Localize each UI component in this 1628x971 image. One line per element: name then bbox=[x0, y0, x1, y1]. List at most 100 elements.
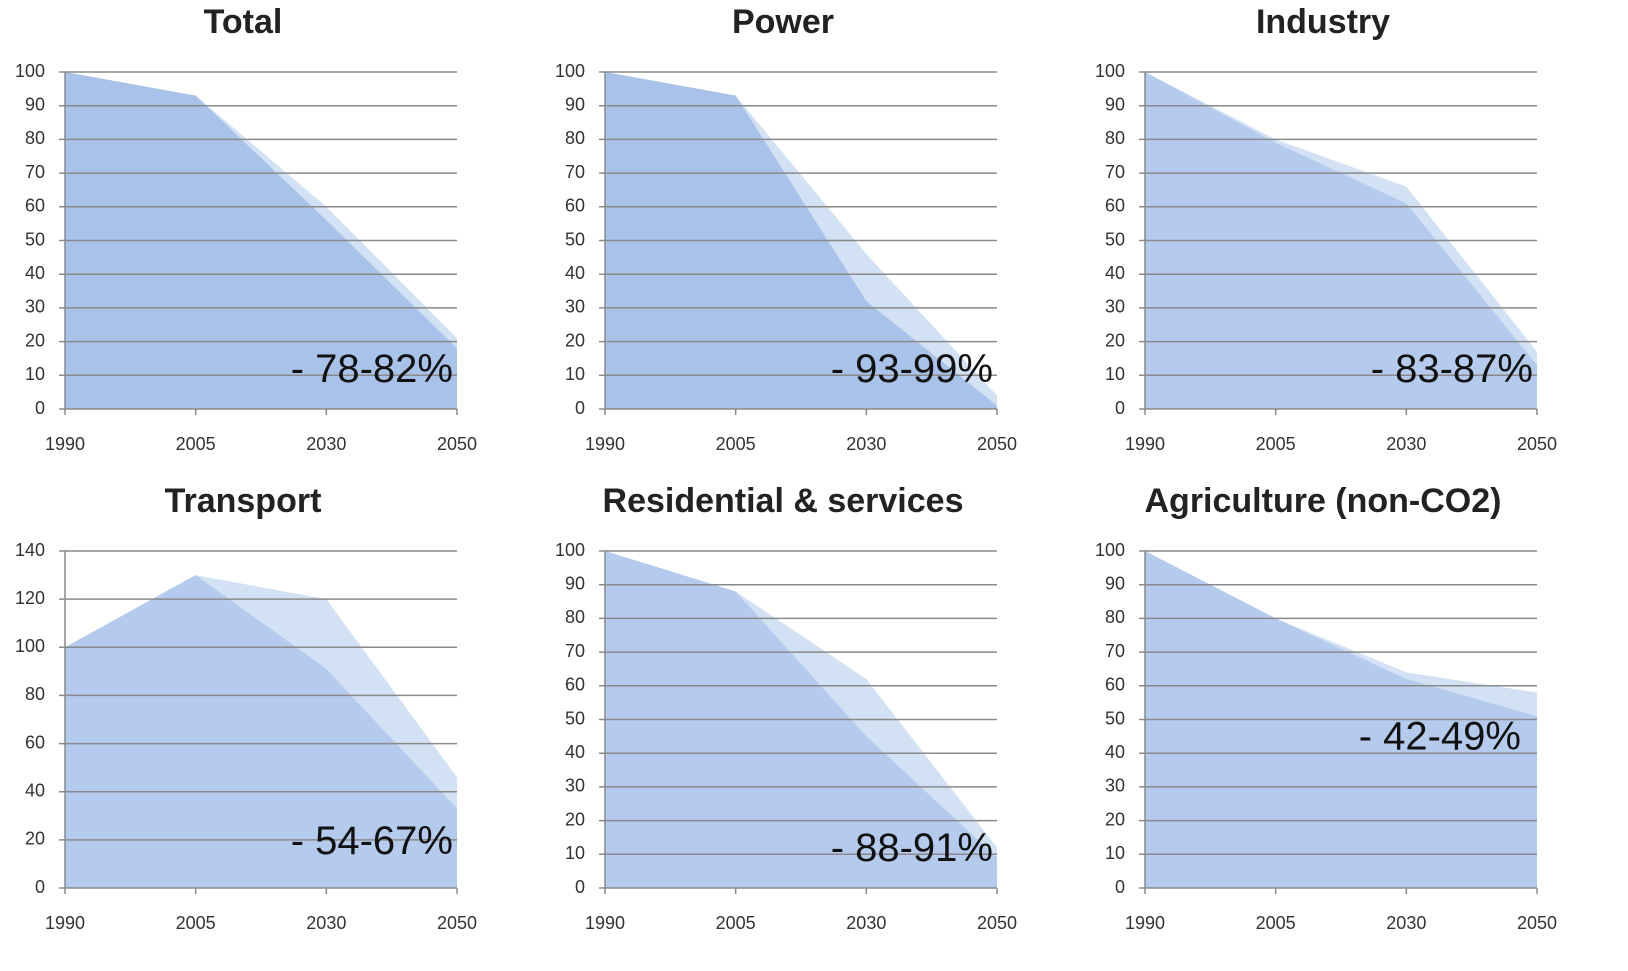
x-tick-label: 2030 bbox=[846, 434, 886, 454]
x-tick-label: 1990 bbox=[45, 434, 85, 454]
x-tick-label: 2005 bbox=[176, 913, 216, 933]
y-tick-label: 30 bbox=[1105, 776, 1125, 796]
y-tick-label: 90 bbox=[565, 573, 585, 593]
x-tick-label: 2005 bbox=[1256, 434, 1296, 454]
chart-title: Total bbox=[204, 3, 283, 41]
y-tick-label: 0 bbox=[35, 398, 45, 418]
x-tick-label: 2050 bbox=[1517, 913, 1557, 933]
area bbox=[65, 575, 457, 888]
x-tick-label: 2005 bbox=[1256, 913, 1296, 933]
x-tick-label: 2030 bbox=[1386, 913, 1426, 933]
y-tick-label: 100 bbox=[15, 636, 45, 656]
y-tick-label: 60 bbox=[1105, 196, 1125, 216]
y-tick-label: 20 bbox=[565, 809, 585, 829]
x-tick-label: 1990 bbox=[1125, 434, 1165, 454]
y-tick-label: 90 bbox=[565, 94, 585, 114]
y-tick-label: 0 bbox=[35, 877, 45, 897]
x-tick-label: 2005 bbox=[176, 434, 216, 454]
y-tick-label: 120 bbox=[15, 588, 45, 608]
y-tick-label: 80 bbox=[25, 684, 45, 704]
y-tick-label: 50 bbox=[25, 229, 45, 249]
y-tick-label: 70 bbox=[1105, 162, 1125, 182]
y-tick-label: 10 bbox=[565, 843, 585, 863]
x-tick-label: 1990 bbox=[585, 434, 625, 454]
x-tick-label: 1990 bbox=[45, 913, 85, 933]
y-tick-label: 40 bbox=[25, 780, 45, 800]
y-tick-label: 30 bbox=[1105, 297, 1125, 317]
x-tick-label: 2030 bbox=[1386, 434, 1426, 454]
y-tick-label: 40 bbox=[565, 263, 585, 283]
y-tick-label: 20 bbox=[1105, 330, 1125, 350]
x-tick-label: 2030 bbox=[306, 434, 346, 454]
x-tick-label: 1990 bbox=[1125, 913, 1165, 933]
x-tick-label: 2005 bbox=[716, 913, 756, 933]
y-tick-label: 20 bbox=[1105, 809, 1125, 829]
y-tick-label: 0 bbox=[575, 877, 585, 897]
annotation: - 83-87% bbox=[1371, 347, 1533, 391]
y-tick-label: 140 bbox=[15, 540, 45, 560]
x-tick-label: 2050 bbox=[437, 913, 477, 933]
y-tick-label: 50 bbox=[565, 708, 585, 728]
chart-title: Industry bbox=[1256, 3, 1390, 41]
chart-title: Agriculture (non-CO2) bbox=[1145, 482, 1502, 520]
y-tick-label: 70 bbox=[565, 641, 585, 661]
y-tick-label: 60 bbox=[1105, 675, 1125, 695]
y-tick-label: 100 bbox=[555, 61, 585, 81]
annotation: - 42-49% bbox=[1359, 715, 1521, 759]
y-tick-label: 80 bbox=[565, 607, 585, 627]
y-tick-label: 0 bbox=[1115, 877, 1125, 897]
y-tick-label: 80 bbox=[565, 128, 585, 148]
y-tick-label: 50 bbox=[1105, 229, 1125, 249]
y-tick-label: 100 bbox=[1095, 540, 1125, 560]
x-tick-label: 2050 bbox=[977, 913, 1017, 933]
y-tick-label: 80 bbox=[1105, 128, 1125, 148]
y-tick-label: 70 bbox=[565, 162, 585, 182]
y-tick-label: 10 bbox=[1105, 364, 1125, 384]
annotation: - 78-82% bbox=[291, 347, 453, 391]
y-tick-label: 10 bbox=[1105, 843, 1125, 863]
y-tick-label: 0 bbox=[575, 398, 585, 418]
y-tick-label: 20 bbox=[25, 330, 45, 350]
y-tick-label: 90 bbox=[1105, 94, 1125, 114]
annotation: - 93-99% bbox=[831, 347, 993, 391]
y-tick-label: 100 bbox=[555, 540, 585, 560]
y-tick-label: 40 bbox=[565, 742, 585, 762]
y-tick-label: 70 bbox=[1105, 641, 1125, 661]
x-tick-label: 2030 bbox=[846, 913, 886, 933]
x-tick-label: 1990 bbox=[585, 913, 625, 933]
y-tick-label: 40 bbox=[1105, 742, 1125, 762]
y-tick-label: 30 bbox=[565, 297, 585, 317]
y-tick-label: 20 bbox=[565, 330, 585, 350]
y-tick-label: 10 bbox=[565, 364, 585, 384]
y-tick-label: 100 bbox=[1095, 61, 1125, 81]
x-tick-label: 2050 bbox=[437, 434, 477, 454]
y-tick-label: 60 bbox=[25, 196, 45, 216]
y-tick-label: 30 bbox=[565, 776, 585, 796]
y-tick-label: 90 bbox=[25, 94, 45, 114]
x-tick-label: 2030 bbox=[306, 913, 346, 933]
y-tick-label: 80 bbox=[1105, 607, 1125, 627]
y-tick-label: 50 bbox=[1105, 708, 1125, 728]
y-tick-label: 90 bbox=[1105, 573, 1125, 593]
y-tick-label: 10 bbox=[25, 364, 45, 384]
y-tick-label: 40 bbox=[25, 263, 45, 283]
x-tick-label: 2005 bbox=[716, 434, 756, 454]
y-tick-label: 40 bbox=[1105, 263, 1125, 283]
chart-title: Residential & services bbox=[603, 482, 964, 520]
y-tick-label: 70 bbox=[25, 162, 45, 182]
y-tick-label: 0 bbox=[1115, 398, 1125, 418]
y-tick-label: 50 bbox=[565, 229, 585, 249]
y-tick-label: 60 bbox=[25, 732, 45, 752]
x-tick-label: 2050 bbox=[977, 434, 1017, 454]
chart-title: Transport bbox=[165, 482, 322, 520]
chart-title: Power bbox=[732, 3, 834, 41]
y-tick-label: 60 bbox=[565, 675, 585, 695]
annotation: - 88-91% bbox=[831, 826, 993, 870]
y-tick-label: 100 bbox=[15, 61, 45, 81]
x-tick-label: 2050 bbox=[1517, 434, 1557, 454]
annotation: - 54-67% bbox=[291, 819, 453, 863]
y-tick-label: 80 bbox=[25, 128, 45, 148]
y-tick-label: 60 bbox=[565, 196, 585, 216]
y-tick-label: 30 bbox=[25, 297, 45, 317]
